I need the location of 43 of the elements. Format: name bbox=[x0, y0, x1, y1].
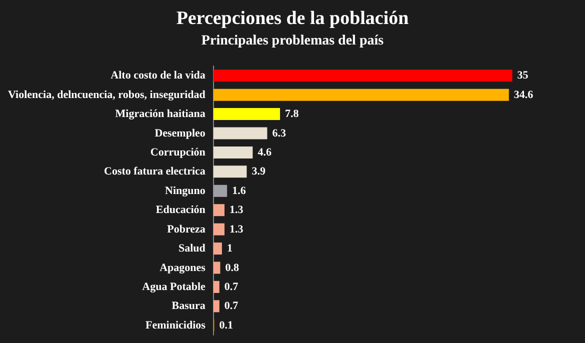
data-label: 6.3 bbox=[272, 127, 286, 140]
bar bbox=[213, 242, 222, 255]
bar bbox=[213, 300, 220, 312]
y-tick-label: Ninguno bbox=[165, 184, 206, 197]
data-label: 1.3 bbox=[230, 223, 244, 236]
data-label: 0.7 bbox=[224, 300, 239, 312]
data-label: 34.6 bbox=[514, 88, 534, 101]
data-label: 35 bbox=[517, 70, 529, 82]
y-tick-label: Pobreza bbox=[167, 223, 206, 236]
chart-title: Percepciones de la población bbox=[176, 8, 410, 29]
data-label: 4.6 bbox=[258, 146, 272, 158]
bar bbox=[213, 223, 225, 236]
data-label: 3.9 bbox=[252, 166, 266, 178]
bar bbox=[213, 88, 509, 101]
y-tick-label: Basura bbox=[172, 300, 206, 312]
y-tick-label: Desempleo bbox=[154, 127, 206, 140]
bar bbox=[213, 108, 280, 120]
y-tick-label: Apagones bbox=[160, 262, 206, 274]
bar bbox=[213, 70, 512, 82]
y-tick-label: Corrupción bbox=[150, 146, 206, 158]
data-label: 1.6 bbox=[232, 184, 246, 197]
bar bbox=[213, 166, 247, 178]
y-tick-label: Costo fatura electrica bbox=[104, 166, 206, 178]
y-tick-label: Educación bbox=[156, 204, 206, 216]
y-tick-label: Feminicidios bbox=[146, 319, 206, 332]
chart-subtitle: Principales problemas del país bbox=[201, 34, 384, 48]
bar bbox=[213, 204, 225, 216]
y-tick-label: Agua Potable bbox=[142, 280, 206, 293]
data-label: 1 bbox=[226, 242, 232, 255]
y-tick-label: Migración haitiana bbox=[115, 108, 206, 120]
data-label: 1.3 bbox=[230, 204, 244, 216]
y-tick-label: Salud bbox=[178, 242, 206, 255]
bar bbox=[213, 280, 220, 293]
bar bbox=[213, 127, 268, 140]
data-label: 0.8 bbox=[225, 262, 240, 274]
bar bbox=[213, 146, 253, 158]
data-label: 0.7 bbox=[224, 280, 239, 293]
data-label: 7.8 bbox=[285, 108, 300, 120]
bar bbox=[213, 184, 228, 197]
y-tick-label: Alto costo de la vida bbox=[110, 70, 206, 82]
y-tick-label: Violencia, delncuencia, robos, inseguridad bbox=[8, 88, 206, 101]
data-label: 0.1 bbox=[219, 319, 234, 332]
bar bbox=[213, 262, 220, 274]
